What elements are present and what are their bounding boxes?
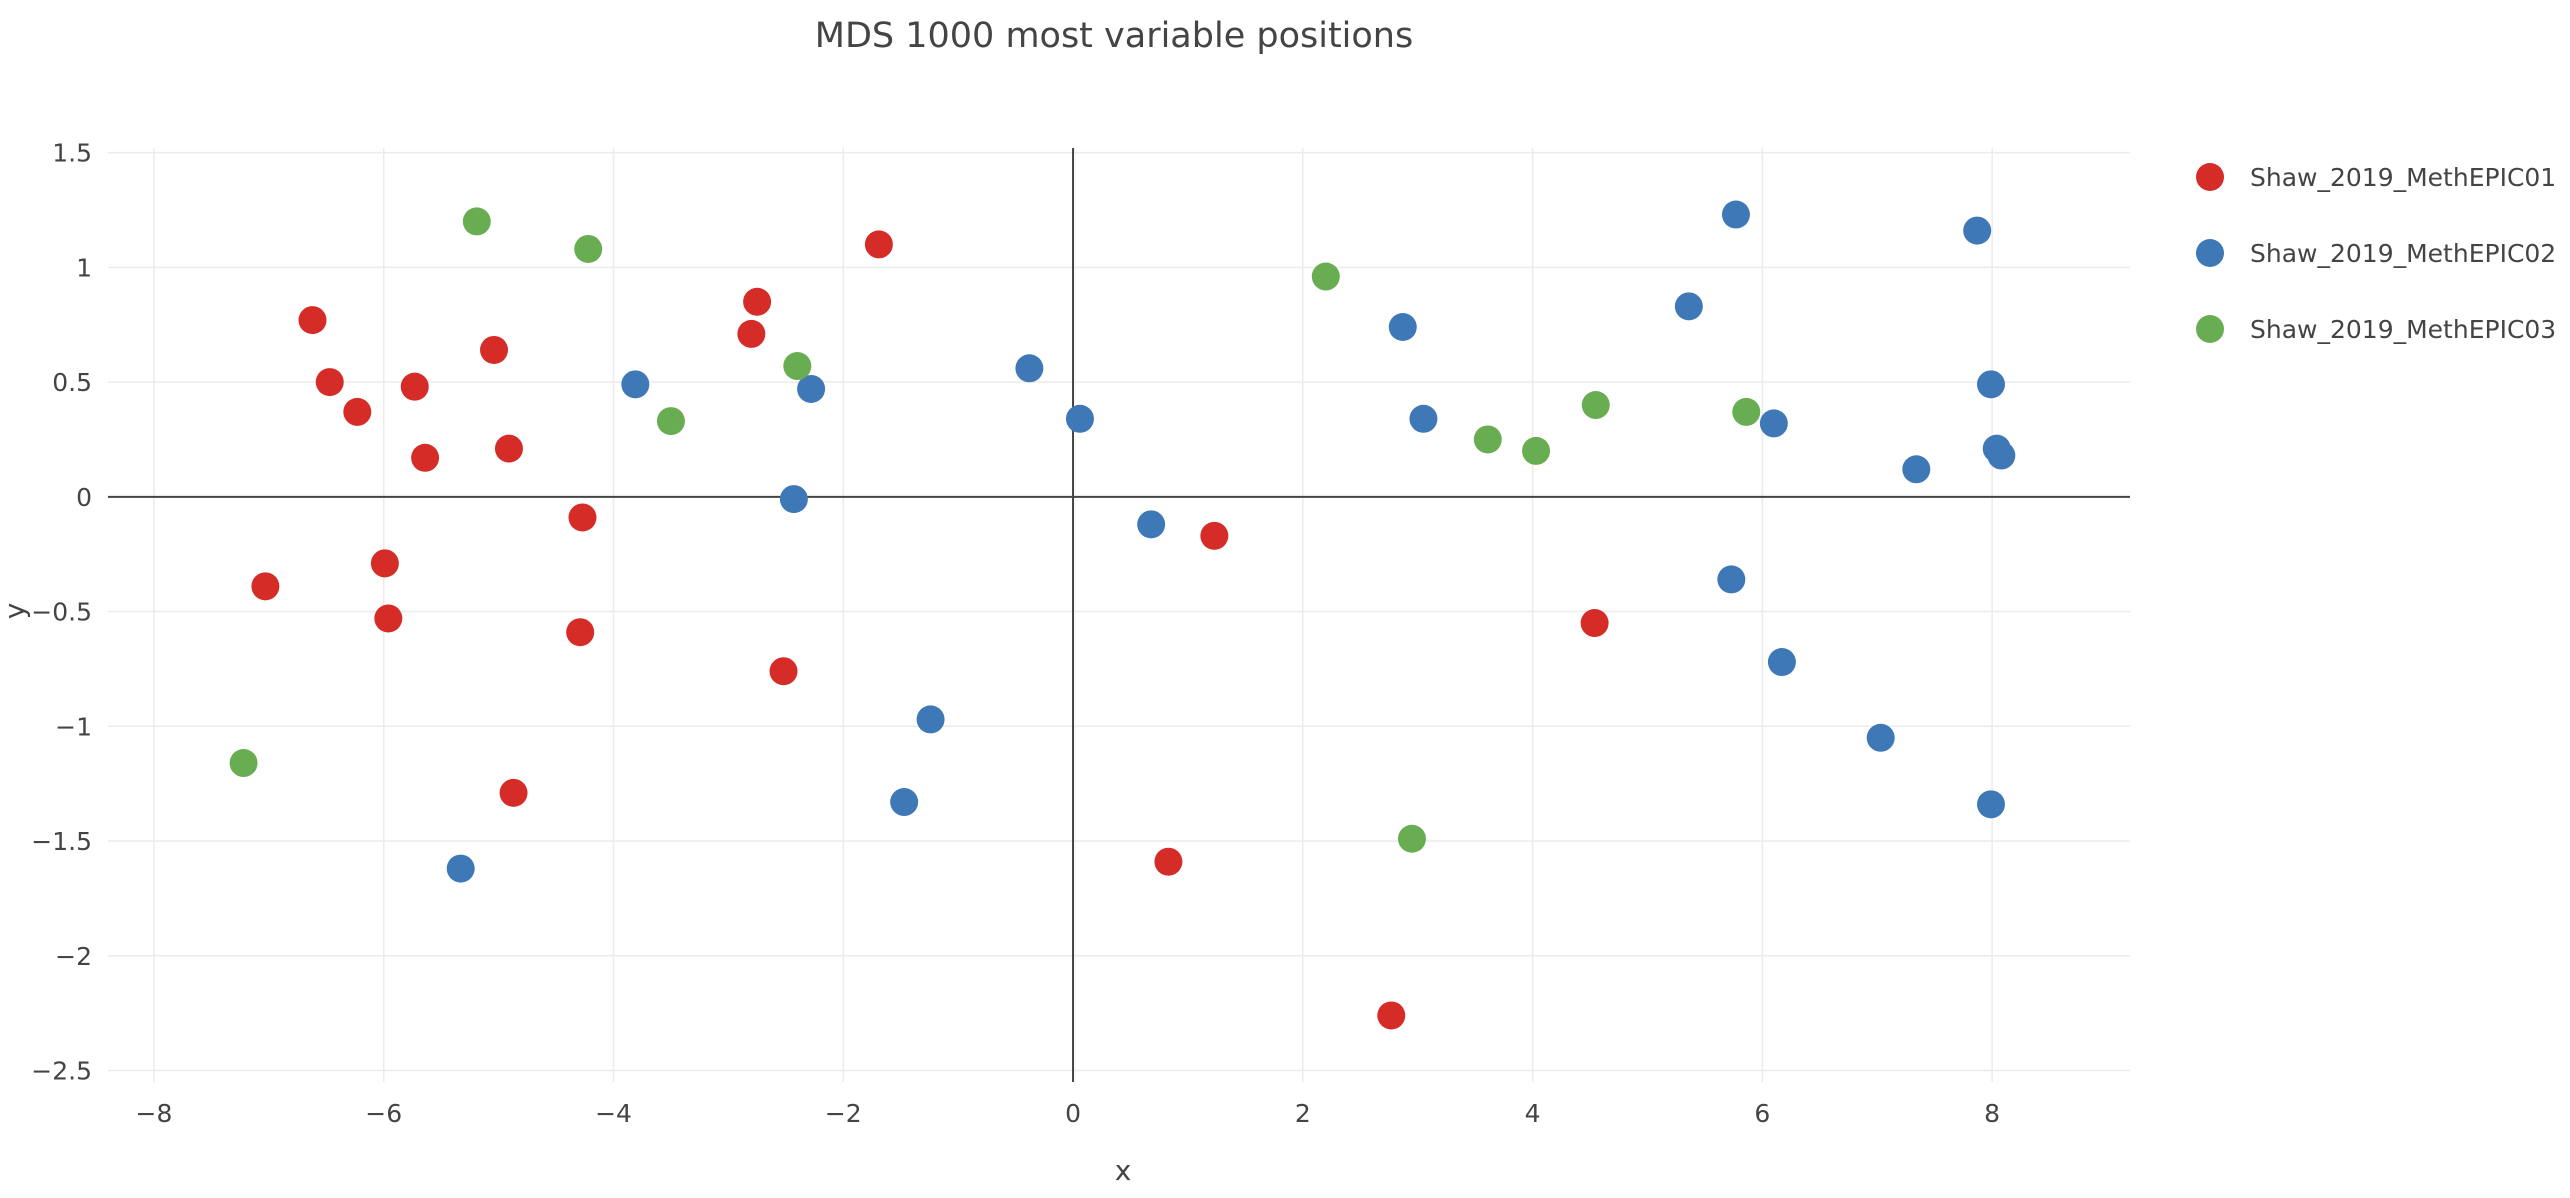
- series-2[interactable]: [446, 200, 2016, 883]
- series-1[interactable]: [251, 230, 1609, 1030]
- scatter-point[interactable]: [374, 604, 403, 633]
- scatter-point[interactable]: [298, 306, 327, 335]
- scatter-point[interactable]: [737, 319, 766, 348]
- scatter-point[interactable]: [621, 370, 650, 399]
- scatter-point[interactable]: [1976, 370, 2005, 399]
- data-points[interactable]: [229, 200, 2016, 1030]
- scatter-point[interactable]: [1409, 404, 1438, 433]
- scatter-point[interactable]: [1581, 391, 1610, 420]
- scatter-point[interactable]: [1015, 354, 1044, 383]
- zero-lines: [108, 148, 2130, 1082]
- scatter-point[interactable]: [315, 368, 344, 397]
- scatter-point[interactable]: [779, 485, 808, 514]
- scatter-point[interactable]: [916, 705, 945, 734]
- legend[interactable]: Shaw_2019_MethEPIC01 Shaw_2019_MethEPIC02…: [2196, 163, 2556, 344]
- scatter-point[interactable]: [446, 854, 475, 883]
- scatter-point[interactable]: [1154, 847, 1183, 876]
- legend-item[interactable]: Shaw_2019_MethEPIC03: [2196, 315, 2556, 344]
- x-tick-label: −4: [595, 1099, 632, 1128]
- y-tick-label: −1.5: [31, 827, 92, 856]
- legend-item[interactable]: Shaw_2019_MethEPIC02: [2196, 239, 2556, 268]
- scatter-point[interactable]: [494, 434, 523, 463]
- x-tick-label: 4: [1525, 1099, 1541, 1128]
- scatter-point[interactable]: [864, 230, 893, 259]
- scatter-point[interactable]: [1866, 723, 1895, 752]
- scatter-point[interactable]: [743, 287, 772, 316]
- x-tick-label: −8: [136, 1099, 173, 1128]
- scatter-point[interactable]: [480, 335, 509, 364]
- y-tick-label: 0.5: [52, 368, 92, 397]
- scatter-point[interactable]: [462, 207, 491, 236]
- legend-marker: [2196, 315, 2224, 343]
- scatter-point[interactable]: [343, 397, 372, 426]
- scatter-point[interactable]: [1759, 409, 1788, 438]
- scatter-point[interactable]: [1377, 1001, 1406, 1030]
- scatter-point[interactable]: [797, 374, 826, 403]
- y-tick-label: 1: [76, 253, 92, 282]
- scatter-point[interactable]: [411, 443, 440, 472]
- grid-lines: [108, 148, 2130, 1082]
- scatter-point[interactable]: [1388, 312, 1417, 341]
- scatter-point[interactable]: [656, 407, 685, 436]
- y-tick-label: 1.5: [52, 139, 92, 168]
- scatter-point[interactable]: [499, 778, 528, 807]
- scatter-point[interactable]: [1963, 216, 1992, 245]
- scatter-point[interactable]: [1311, 262, 1340, 291]
- tick-labels: −8 −6 −4 −2 0 2 4 6 8 −2.5 −2 −1.5 −1 −0.5 0 0.5 1 1.5: [31, 139, 2000, 1128]
- scatter-point[interactable]: [370, 549, 399, 578]
- scatter-point[interactable]: [400, 372, 429, 401]
- scatter-point[interactable]: [1580, 609, 1609, 638]
- scatter-point[interactable]: [1976, 790, 2005, 819]
- y-tick-label: 0: [76, 483, 92, 512]
- scatter-point[interactable]: [1473, 425, 1502, 454]
- x-tick-label: 0: [1065, 1099, 1081, 1128]
- scatter-point[interactable]: [1987, 441, 2016, 470]
- legend-item[interactable]: Shaw_2019_MethEPIC01: [2196, 163, 2556, 192]
- legend-marker: [2196, 239, 2224, 267]
- legend-label: Shaw_2019_MethEPIC02: [2250, 239, 2556, 268]
- legend-marker: [2196, 163, 2224, 191]
- legend-label: Shaw_2019_MethEPIC01: [2250, 163, 2556, 192]
- scatter-point[interactable]: [574, 234, 603, 263]
- scatter-point[interactable]: [1767, 648, 1796, 677]
- x-tick-label: 8: [1984, 1099, 2000, 1128]
- scatter-point[interactable]: [1717, 565, 1746, 594]
- x-tick-label: −2: [825, 1099, 862, 1128]
- x-tick-label: 6: [1754, 1099, 1770, 1128]
- scatter-point[interactable]: [890, 788, 919, 817]
- scatter-point[interactable]: [1674, 292, 1703, 321]
- x-axis-title: x: [1115, 1154, 1132, 1187]
- scatter-point[interactable]: [568, 503, 597, 532]
- scatter-point[interactable]: [566, 618, 595, 647]
- scatter-point[interactable]: [783, 352, 812, 381]
- chart-title: MDS 1000 most variable positions: [815, 16, 1413, 56]
- scatter-point[interactable]: [1902, 455, 1931, 484]
- y-tick-label: −1: [55, 712, 92, 741]
- scatter-point[interactable]: [1137, 510, 1166, 539]
- y-tick-label: −2.5: [31, 1057, 92, 1086]
- scatter-point[interactable]: [251, 572, 280, 601]
- scatter-point[interactable]: [1397, 824, 1426, 853]
- scatter-point[interactable]: [1721, 200, 1750, 229]
- scatter-point[interactable]: [769, 657, 798, 686]
- x-tick-label: 2: [1295, 1099, 1311, 1128]
- y-axis-title: y: [0, 603, 31, 620]
- x-tick-label: −6: [365, 1099, 402, 1128]
- series-3[interactable]: [229, 207, 1761, 853]
- scatter-point[interactable]: [229, 749, 258, 778]
- scatter-point[interactable]: [1065, 404, 1094, 433]
- scatter-point[interactable]: [1522, 436, 1551, 465]
- y-tick-label: −0.5: [31, 598, 92, 627]
- scatter-point[interactable]: [1732, 397, 1761, 426]
- y-tick-label: −2: [55, 942, 92, 971]
- legend-label: Shaw_2019_MethEPIC03: [2250, 315, 2556, 344]
- scatter-point[interactable]: [1200, 521, 1229, 550]
